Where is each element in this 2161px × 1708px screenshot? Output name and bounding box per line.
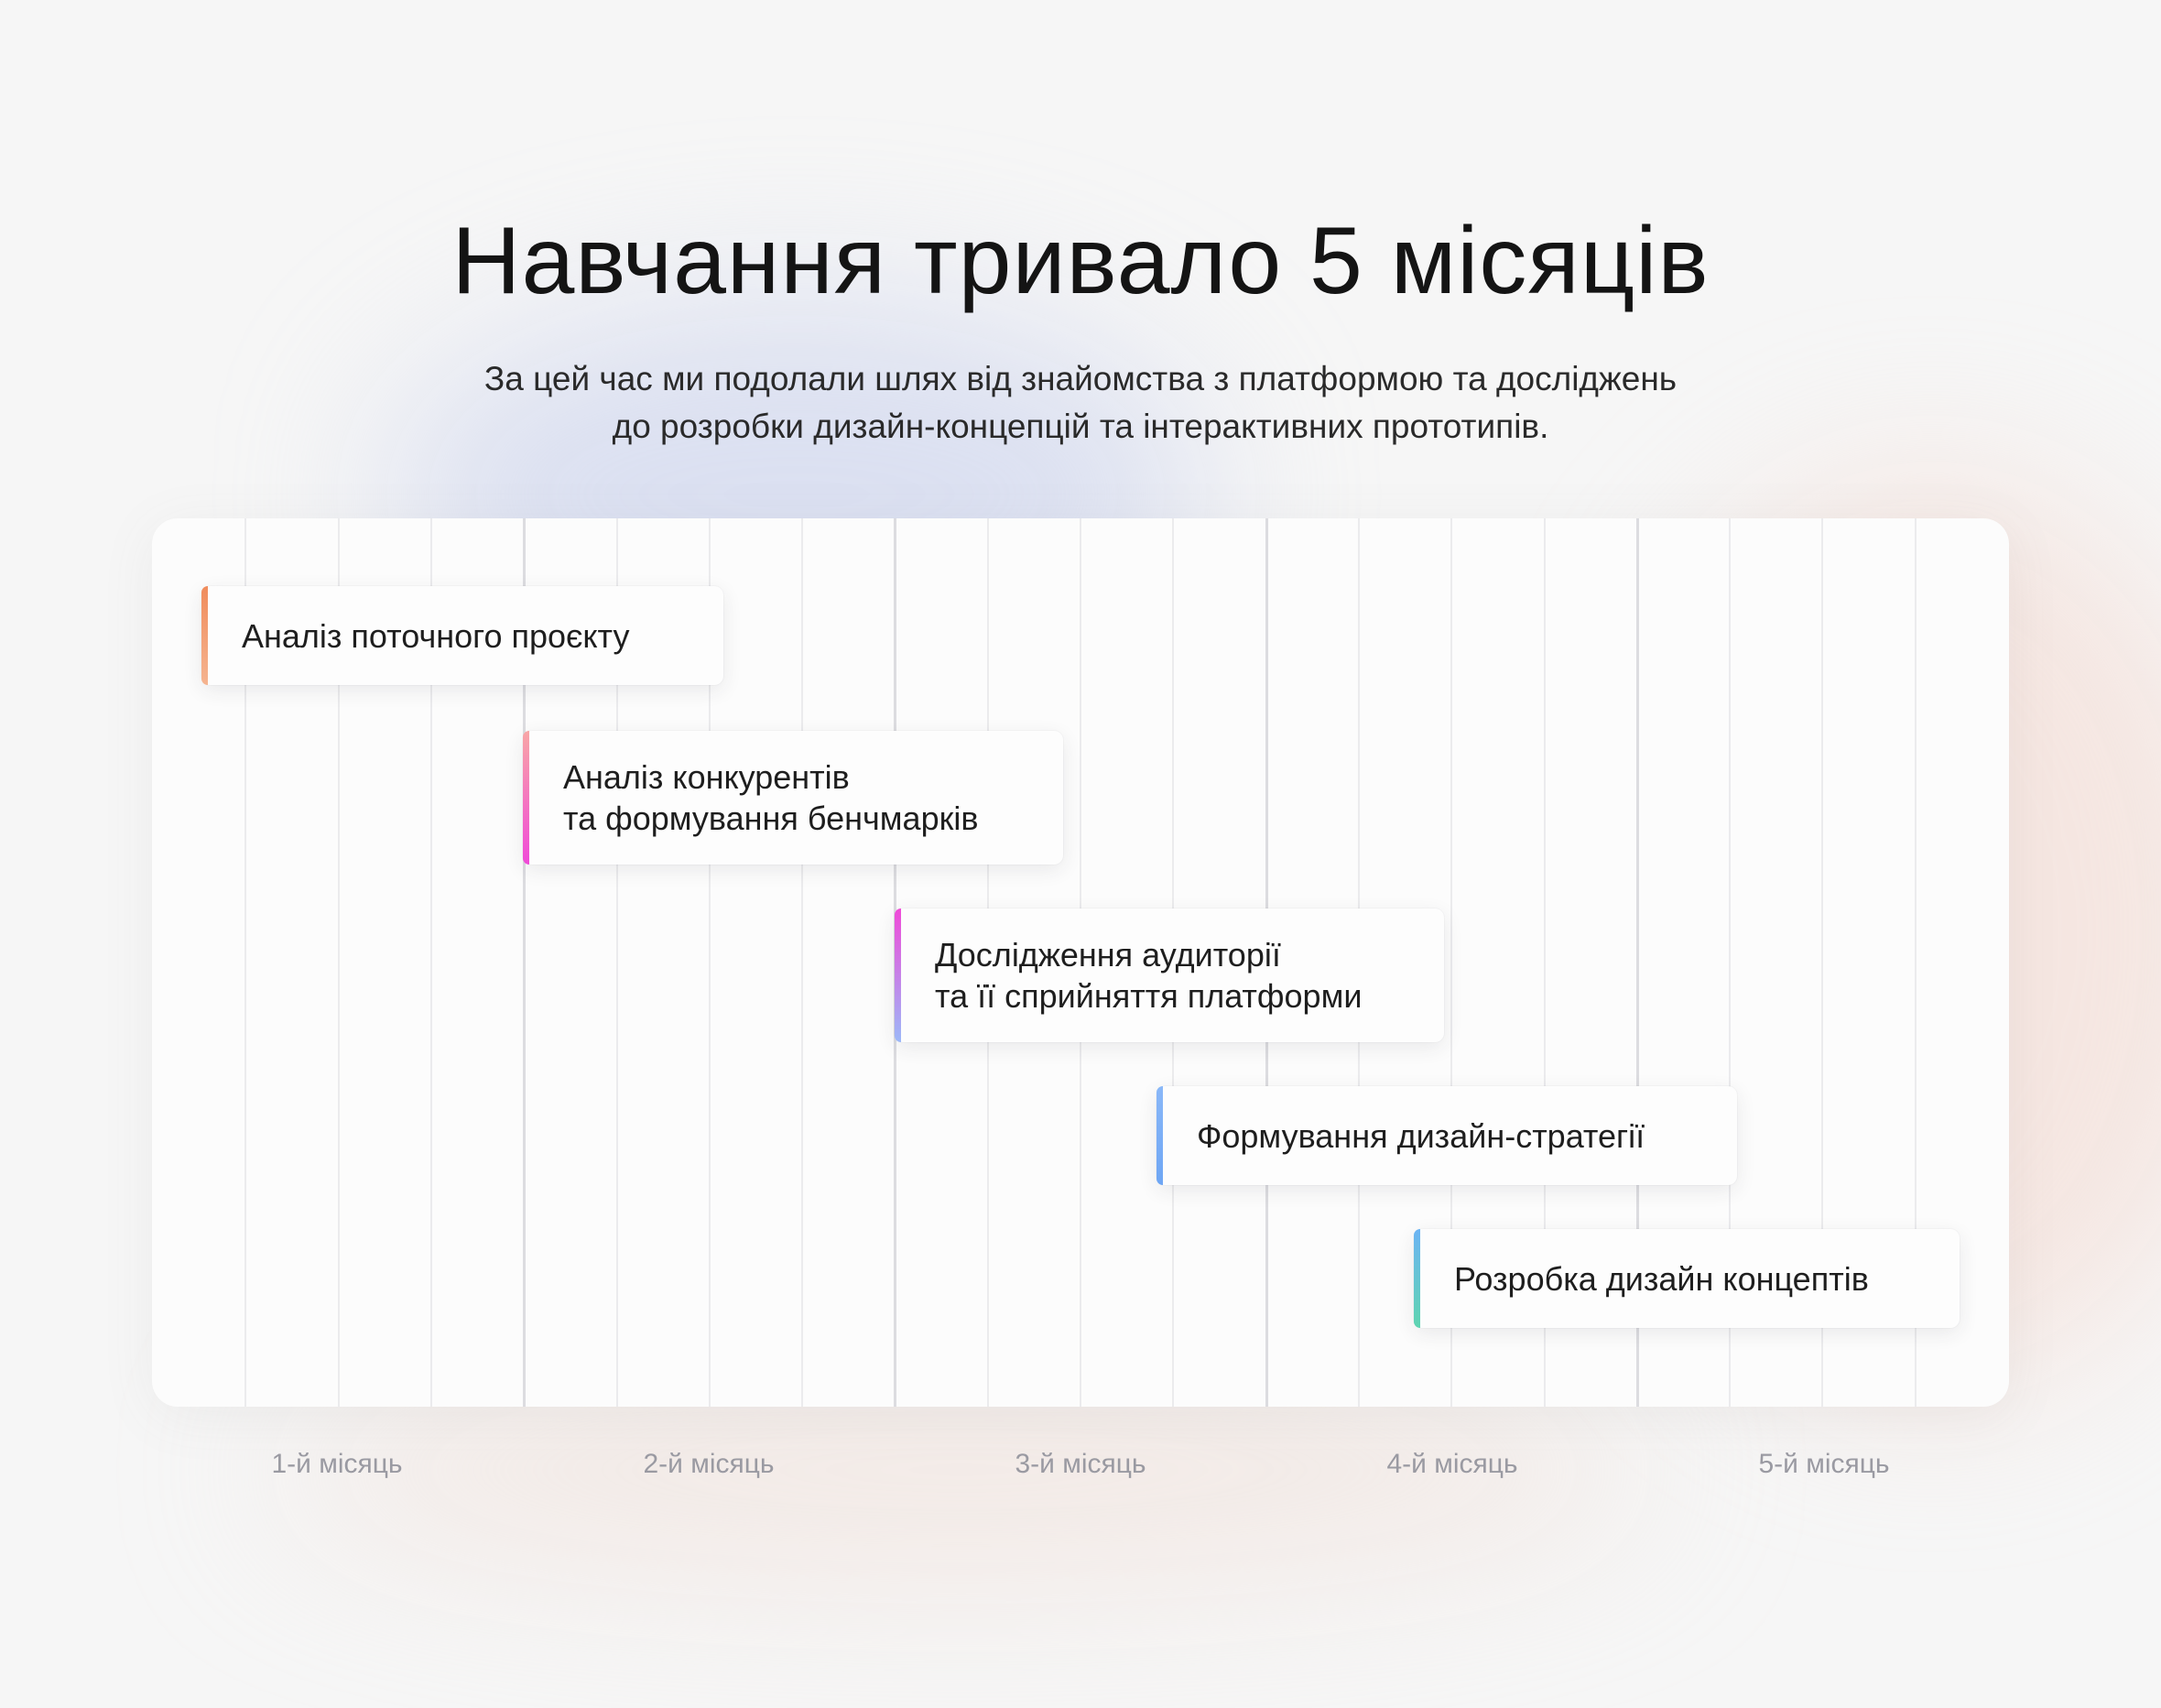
task-bar-3: Дослідження аудиторії та її сприйняття п… xyxy=(895,908,1444,1042)
task-accent-1 xyxy=(201,586,208,685)
month-divider-line xyxy=(1636,518,1639,1407)
month-label-2: 2-й місяць xyxy=(643,1449,775,1479)
task-label-4-line-1: Формування дизайн-стратегії xyxy=(1197,1116,1645,1155)
grid-line xyxy=(244,518,246,1407)
timeline-panel: Аналіз поточного проєкту Аналіз конкурен… xyxy=(152,518,2009,1407)
task-bar-1: Аналіз поточного проєкту xyxy=(201,586,723,685)
grid-line xyxy=(1544,518,1546,1407)
month-label-1: 1-й місяць xyxy=(271,1449,403,1479)
task-accent-5 xyxy=(1414,1229,1420,1328)
task-label-5: Розробка дизайн концептів xyxy=(1454,1258,1869,1300)
month-label-4: 4-й місяць xyxy=(1386,1449,1518,1479)
grid-line xyxy=(801,518,803,1407)
grid-line xyxy=(1450,518,1452,1407)
task-label-3: Дослідження аудиторії та її сприйняття п… xyxy=(935,934,1362,1017)
task-label-1: Аналіз поточного проєкту xyxy=(242,615,629,657)
task-label-5-line-1: Розробка дизайн концептів xyxy=(1454,1259,1869,1298)
grid-line xyxy=(616,518,618,1407)
task-accent-3 xyxy=(895,908,901,1042)
page-title: Навчання тривало 5 місяців xyxy=(451,208,1710,314)
task-accent-4 xyxy=(1157,1086,1163,1185)
task-label-3-line-1: Дослідження аудиторії xyxy=(935,936,1281,974)
grid-line xyxy=(1915,518,1917,1407)
task-label-2-line-1: Аналіз конкурентів xyxy=(563,758,850,796)
grid-line xyxy=(709,518,711,1407)
grid-line xyxy=(430,518,432,1407)
grid-line xyxy=(1821,518,1823,1407)
task-accent-2 xyxy=(523,731,529,865)
month-divider-line xyxy=(523,518,526,1407)
task-label-1-line-1: Аналіз поточного проєкту xyxy=(242,616,630,655)
grid-line xyxy=(338,518,340,1407)
task-label-4: Формування дизайн-стратегії xyxy=(1197,1115,1645,1157)
task-bar-2: Аналіз конкурентів та формування бенчмар… xyxy=(523,731,1063,865)
task-bar-5: Розробка дизайн концептів xyxy=(1414,1229,1960,1328)
page-subtitle: За цей час ми подолали шлях від знайомст… xyxy=(348,355,1813,451)
grid-line xyxy=(1729,518,1731,1407)
task-label-3-line-2: та її сприйняття платформи xyxy=(935,977,1363,1015)
subtitle-line-1: За цей час ми подолали шлях від знайомст… xyxy=(483,360,1678,397)
month-label-3: 3-й місяць xyxy=(1015,1449,1146,1479)
task-label-2: Аналіз конкурентів та формування бенчмар… xyxy=(563,756,978,839)
subtitle-line-2: до розробки дизайн-концепцій та інтеракт… xyxy=(612,408,1549,445)
task-label-2-line-2: та формування бенчмарків xyxy=(563,800,979,837)
task-bar-4: Формування дизайн-стратегії xyxy=(1157,1086,1737,1185)
month-label-5: 5-й місяць xyxy=(1758,1449,1890,1479)
